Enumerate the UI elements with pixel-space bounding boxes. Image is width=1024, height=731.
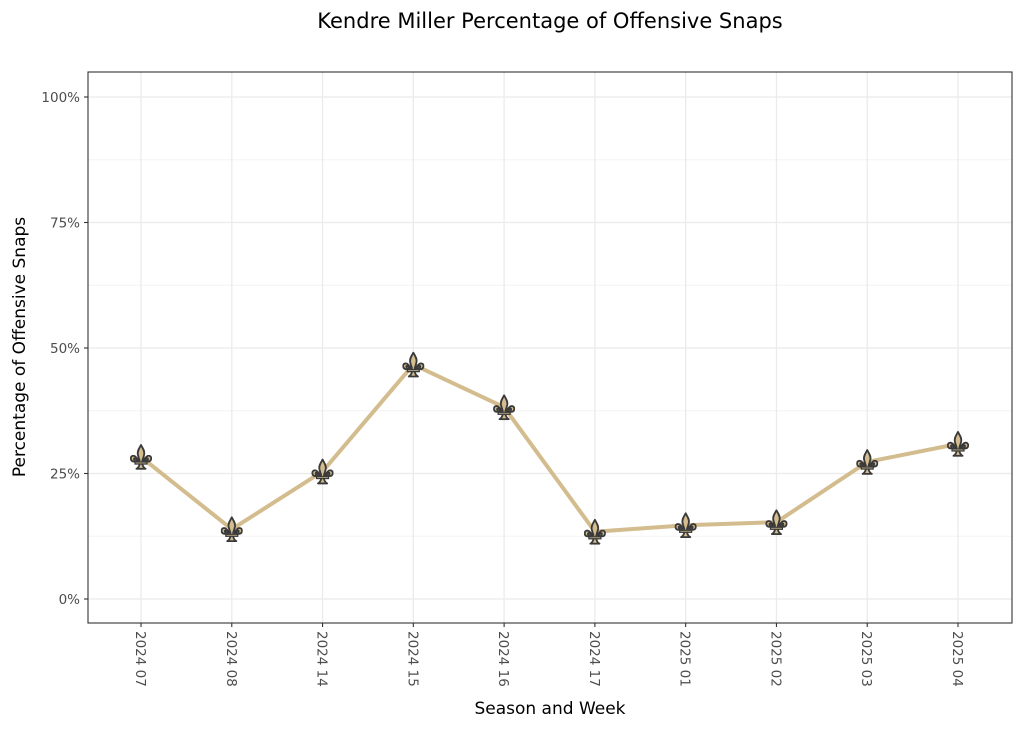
y-axis-title: Percentage of Offensive Snaps: [10, 217, 30, 477]
x-tick-label: 2024 14: [314, 631, 330, 687]
x-tick-label: 2024 07: [132, 631, 148, 687]
minor-gridlines-y: [88, 159, 1012, 537]
x-tick-label: 2025 03: [858, 631, 874, 687]
x-tick-label: 2024 16: [495, 631, 511, 687]
x-tick-label: 2024 08: [223, 631, 239, 687]
x-tick-label: 2025 01: [677, 631, 693, 687]
y-tick-label: 50%: [50, 341, 80, 357]
y-tick-label: 25%: [50, 467, 80, 483]
series-line: [139, 362, 959, 534]
y-axis: 0% 25% 50% 75% 100%: [41, 90, 88, 608]
x-tick-label: 2024 17: [586, 631, 602, 687]
x-tick-label: 2025 02: [767, 631, 783, 687]
chart-title: Kendre Miller Percentage of Offensive Sn…: [317, 9, 782, 33]
plot-panel: [87, 71, 1013, 624]
x-tick-label: 2024 15: [404, 631, 420, 687]
x-tick-label: 2025 04: [949, 631, 965, 687]
y-tick-label: 100%: [41, 90, 80, 106]
y-tick-label: 75%: [50, 216, 80, 232]
x-axis: 2024 07 2024 08 2024 14 2024 15 2024 16 2024 …: [132, 623, 965, 687]
series-layer: [130, 351, 969, 545]
x-axis-title: Season and Week: [474, 699, 625, 719]
y-tick-label: 0%: [59, 592, 81, 608]
